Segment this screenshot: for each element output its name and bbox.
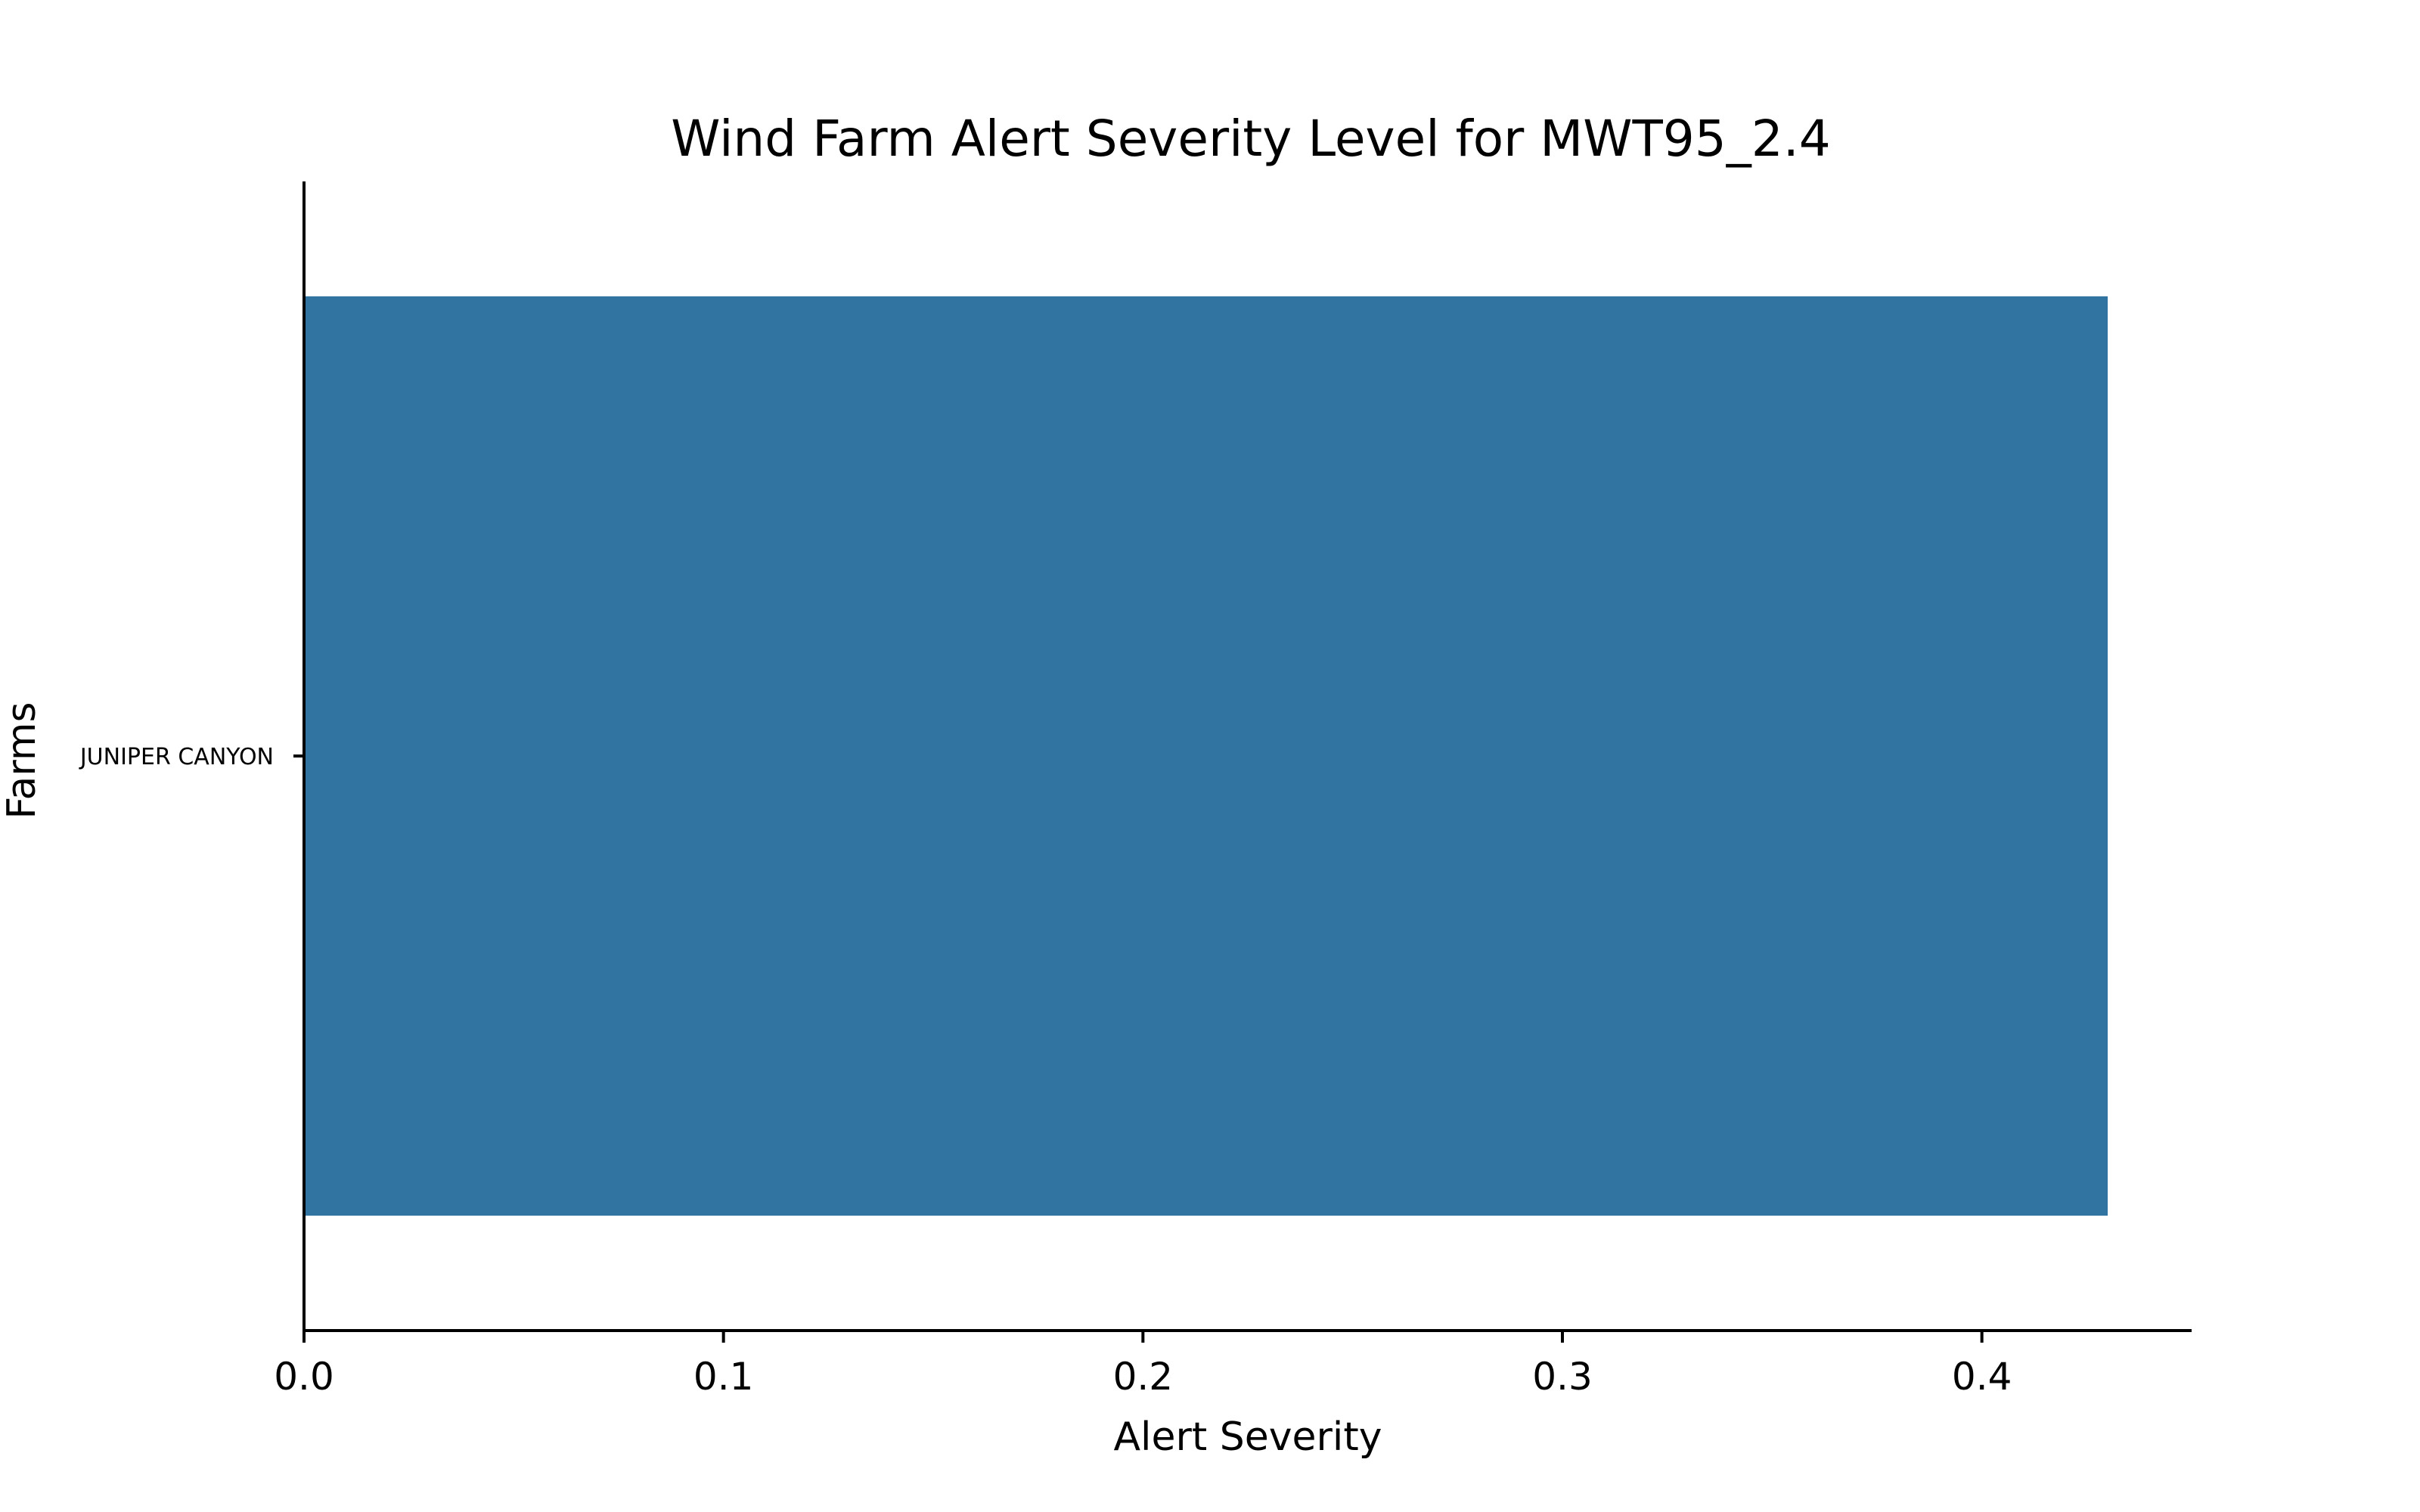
x-tick-label: 0.1 [693,1355,754,1399]
x-tick-label: 0.0 [274,1355,334,1399]
x-tick-label: 0.4 [1952,1355,2012,1399]
chart-title: Wind Farm Alert Severity Level for MWT95… [671,110,1830,168]
bars-group [304,296,2108,1216]
bar [304,296,2108,1216]
x-axis-label: Alert Severity [1113,1414,1382,1460]
y-axis-ticks: JUNIPER CANYON [79,744,304,770]
x-tick-label: 0.2 [1113,1355,1174,1399]
x-axis-ticks: 0.0 0.1 0.2 0.3 0.4 [274,1331,2012,1399]
y-tick-label: JUNIPER CANYON [79,744,274,770]
y-axis-label: Farms [0,702,45,819]
x-tick-label: 0.3 [1532,1355,1593,1399]
